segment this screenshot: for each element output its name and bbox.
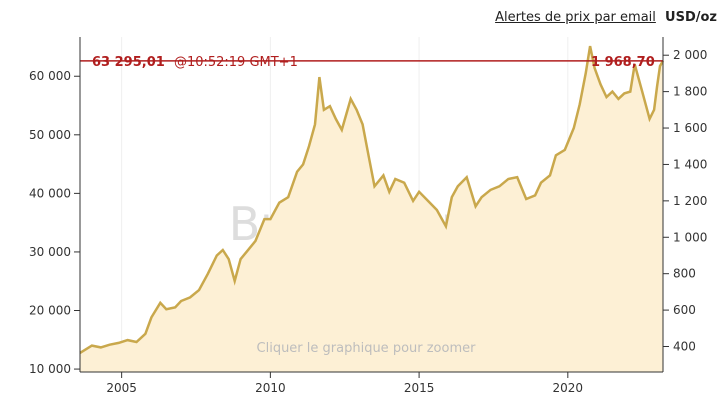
x-tick-label: 2020: [553, 381, 584, 395]
left-tick-label: 40 000: [29, 186, 71, 200]
left-tick-label: 30 000: [29, 245, 71, 259]
zoom-hint: Cliquer le graphique pour zoomer: [257, 341, 477, 356]
right-tick-label: 400: [673, 340, 696, 354]
axes: 10 000 20 000 30 000 40 000 50 000 60 000 400 6…: [29, 37, 707, 395]
price-readout-left: 63 295,01 @10:52:19 GMT+1: [92, 55, 298, 70]
price-alert-link[interactable]: Alertes de prix par email: [495, 10, 656, 25]
left-tick-label: 10 000: [29, 362, 71, 376]
readout-left-value: 63 295,01: [92, 55, 165, 70]
readout-time: @10:52:19 GMT+1: [174, 55, 298, 70]
right-tick-label: 1 200: [673, 194, 707, 208]
right-tick-label: 1 000: [673, 230, 707, 244]
chart-header: Alertes de prix par email USD/oz: [495, 10, 717, 25]
x-tick-label: 2005: [106, 381, 137, 395]
left-tick-label: 60 000: [29, 69, 71, 83]
price-area: [80, 46, 663, 372]
right-tick-label: 800: [673, 267, 696, 281]
right-tick-label: 2 000: [673, 48, 707, 62]
price-line: [79, 45, 665, 354]
unit-label: USD/oz: [665, 10, 717, 25]
price-readout-right: 1 968,70: [591, 55, 655, 70]
left-tick-label: 20 000: [29, 304, 71, 318]
right-tick-label: 1 600: [673, 121, 707, 135]
x-tick-label: 2015: [404, 381, 435, 395]
x-tick-label: 2010: [255, 381, 286, 395]
right-tick-label: 1 800: [673, 85, 707, 99]
right-tick-label: 600: [673, 303, 696, 317]
left-tick-label: 50 000: [29, 128, 71, 142]
right-tick-label: 1 400: [673, 157, 707, 171]
